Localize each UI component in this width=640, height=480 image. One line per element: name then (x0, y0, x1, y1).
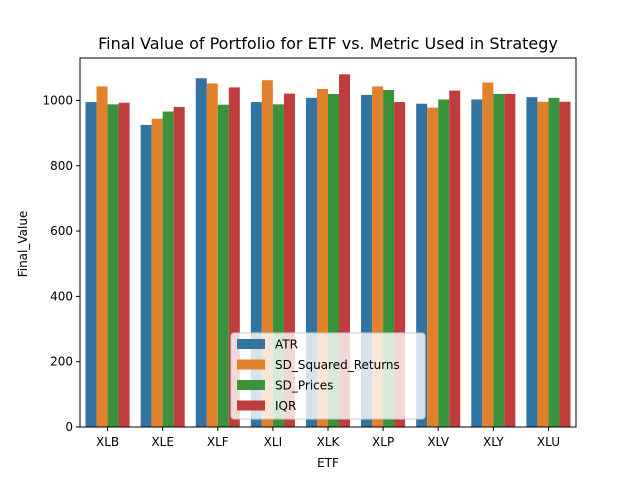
x-tick-label: XLY (483, 435, 504, 449)
legend-box (230, 332, 426, 420)
x-tick-label: XLE (151, 435, 174, 449)
bar-xli-atr (250, 102, 262, 427)
bar-xly-atr (471, 99, 483, 427)
bar-xlb-atr (85, 102, 97, 427)
legend-label: ATR (275, 338, 298, 352)
y-axis-label: Final_Value (16, 211, 30, 278)
bar-xlv-iqr (449, 90, 461, 428)
bar-xle-sd-squared-returns (151, 118, 163, 428)
bar-xly-sd-prices (493, 93, 505, 428)
chart-title: Final Value of Portfolio for ETF vs. Met… (98, 34, 558, 53)
y-tick-label: 600 (50, 224, 73, 238)
bar-xlb-sd-squared-returns (96, 86, 108, 427)
legend-swatch (237, 339, 265, 349)
bar-xlu-sd-prices (548, 97, 560, 427)
bar-xlk-sd-prices (328, 93, 340, 428)
bar-xly-sd-squared-returns (482, 82, 494, 428)
axes-layer: 0 200 400 600 800 1000 XLB XLE XLF XLI XLK XLP XLV XL… (42, 57, 577, 449)
bar-xlf-iqr (228, 87, 240, 427)
bar-xle-iqr (173, 106, 185, 427)
legend-label: SD_Prices (275, 379, 333, 393)
bar-xlb-sd-prices (107, 104, 119, 428)
bar-xly-iqr (504, 93, 516, 428)
bar-xli-iqr (283, 93, 295, 427)
legend: ATR SD_Squared_Returns SD_Prices IQR (230, 332, 426, 420)
bar-xlu-sd-squared-returns (537, 101, 549, 427)
bar-xle-sd-prices (162, 111, 174, 428)
x-axis-label: ETF (317, 456, 339, 470)
x-tick-label: XLK (317, 435, 341, 449)
bar-xlf-sd-prices (217, 104, 229, 427)
x-tick-label: XLB (96, 435, 119, 449)
bar-xlf-atr (195, 78, 207, 427)
y-tick-label: 200 (50, 355, 73, 369)
legend-label: IQR (275, 399, 296, 413)
bar-xlv-sd-squared-returns (427, 107, 439, 427)
bar-xlp-atr (361, 94, 373, 428)
y-tick-label: 0 (65, 420, 73, 434)
bars-layer (85, 74, 571, 428)
y-tick-label: 400 (50, 289, 73, 303)
bar-xlv-sd-prices (438, 99, 450, 427)
bar-xlk-iqr (339, 74, 351, 427)
bar-xlu-atr (526, 97, 538, 427)
bar-xli-sd-prices (272, 104, 284, 428)
bar-xlk-atr (305, 97, 317, 427)
bar-xlv-atr (416, 103, 428, 427)
bar-xlf-sd-squared-returns (206, 83, 218, 427)
bar-xlp-sd-squared-returns (372, 86, 384, 427)
bar-xli-sd-squared-returns (261, 80, 273, 428)
y-tick-label: 1000 (42, 93, 73, 107)
legend-swatch (237, 380, 265, 390)
bar-xle-atr (140, 124, 152, 427)
bar-xlk-sd-squared-returns (316, 89, 328, 428)
x-tick-label: XLF (207, 435, 229, 449)
x-tick-label: XLI (264, 435, 282, 449)
legend-swatch (237, 359, 265, 370)
bar-xlp-iqr (394, 102, 406, 427)
x-tick-label: XLV (427, 435, 450, 449)
legend-swatch (237, 400, 265, 411)
bar-xlu-iqr (559, 101, 571, 427)
bar-xlb-iqr (118, 102, 130, 428)
y-tick-label: 800 (50, 159, 73, 173)
legend-label: SD_Squared_Returns (275, 358, 400, 372)
x-tick-label: XLU (537, 435, 560, 449)
bar-xlp-sd-prices (383, 90, 395, 427)
x-tick-label: XLP (372, 435, 394, 449)
